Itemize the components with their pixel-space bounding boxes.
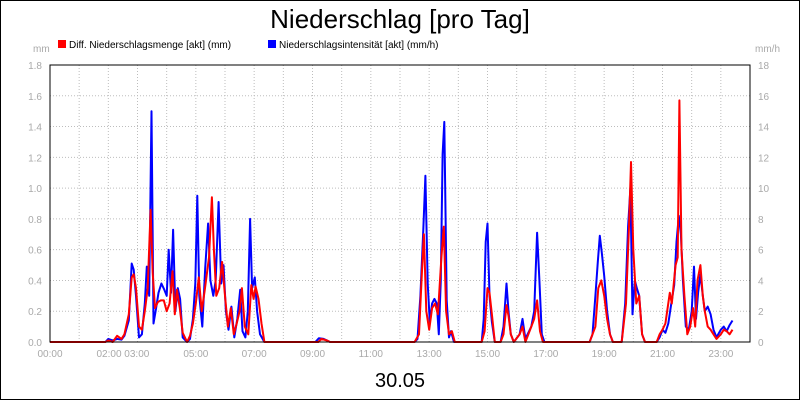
left-y-tick-label: 1.4 — [28, 123, 42, 134]
x-tick-label: 02:00 03:00 — [97, 349, 150, 360]
x-tick-label: 19:00 — [592, 349, 617, 360]
right-axis-unit: mm/h — [755, 44, 780, 55]
left-y-tick-label: 0.6 — [28, 246, 42, 257]
left-y-tick-label: 0.4 — [28, 276, 42, 287]
right-y-tick-label: 4 — [758, 276, 764, 287]
x-tick-label: 09:00 — [300, 349, 325, 360]
x-tick-label: 15:00 — [475, 349, 500, 360]
right-y-tick-label: 6 — [758, 246, 764, 257]
series-layer — [50, 99, 734, 343]
series-line-niederschlagsintensitaet — [50, 110, 734, 343]
left-y-tick-label: 0.0 — [28, 338, 42, 349]
date-label: 30.05 — [375, 370, 425, 392]
tick-labels: 0.0 0 0.2 2 0.4 4 0.6 6 0.8 8 1.0 10 1.2 12 1.4 14 1.6 16… — [28, 61, 769, 360]
left-y-tick-label: 1.2 — [28, 153, 42, 164]
x-tick-label: 13:00 — [417, 349, 442, 360]
left-axis-unit: mm — [33, 44, 50, 55]
legend-label-menge: Diff. Niederschlagsmenge [akt] (mm) — [69, 40, 231, 51]
grid-lines — [50, 64, 750, 343]
x-tick-label: 00:00 — [37, 349, 62, 360]
left-y-tick-label: 0.8 — [28, 215, 42, 226]
x-tick-label: 05:00 — [183, 349, 208, 360]
right-y-tick-label: 8 — [758, 215, 764, 226]
legend-swatch-menge — [58, 40, 66, 48]
x-tick-label: 07:00 — [242, 349, 267, 360]
left-y-tick-label: 1.0 — [28, 184, 42, 195]
left-y-tick-label: 1.6 — [28, 92, 42, 103]
chart-legend: Diff. Niederschlagsmenge [akt] (mm) Nied… — [58, 40, 439, 51]
right-y-tick-label: 16 — [758, 92, 770, 103]
left-y-tick-label: 1.8 — [28, 61, 42, 72]
right-y-tick-label: 18 — [758, 61, 770, 72]
legend-swatch-intensitaet — [268, 40, 276, 48]
chart-title: Niederschlag [pro Tag] — [270, 4, 530, 34]
right-y-tick-label: 2 — [758, 307, 764, 318]
x-tick-label: 21:00 — [650, 349, 675, 360]
right-y-tick-label: 12 — [758, 153, 770, 164]
x-tick-label: 11:00 — [359, 349, 384, 360]
x-tick-label: 17:00 — [533, 349, 558, 360]
plot-border — [49, 64, 751, 343]
legend-label-intensitaet: Niederschlagsintensität [akt] (mm/h) — [279, 40, 439, 51]
right-y-tick-label: 0 — [758, 338, 764, 349]
series-line-niederschlagsmenge — [50, 99, 734, 343]
x-tick-label: 23:00 — [708, 349, 733, 360]
right-y-tick-label: 14 — [758, 123, 770, 134]
right-y-tick-label: 10 — [758, 184, 770, 195]
left-y-tick-label: 0.2 — [28, 307, 42, 318]
